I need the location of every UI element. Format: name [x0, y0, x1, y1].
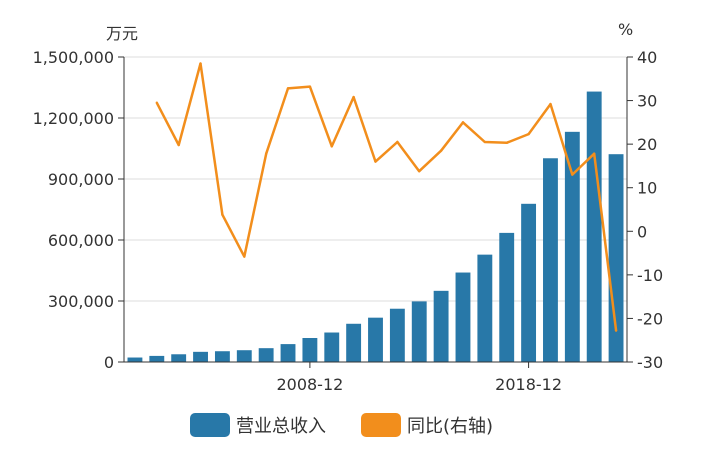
- yoy-point: [396, 140, 399, 144]
- revenue-bar: [389, 308, 405, 362]
- revenue-bar: [258, 348, 274, 362]
- y-left-tick-label: 0: [104, 353, 114, 372]
- legend-swatch-revenue: [190, 413, 230, 437]
- revenue-bar: [193, 351, 208, 362]
- x-tick-label: 2008-12: [276, 375, 343, 394]
- revenue-bar: [280, 344, 296, 362]
- left-axis-unit: 万元: [106, 24, 139, 43]
- yoy-point: [571, 173, 574, 176]
- revenue-bar: [521, 203, 537, 362]
- revenue-bar: [368, 317, 383, 362]
- revenue-bar: [171, 354, 187, 362]
- y-right-tick-label: -10: [637, 266, 663, 285]
- x-tick-label: 2018-12: [495, 375, 562, 394]
- yoy-point: [286, 87, 290, 90]
- right-axis-unit: %: [618, 20, 634, 39]
- revenue-bar: [302, 338, 318, 362]
- y-right-tick-label: 40: [637, 48, 657, 67]
- yoy-point: [243, 255, 246, 258]
- legend-item-revenue[interactable]: 营业总收入: [190, 411, 326, 439]
- y-right-tick-label: 10: [637, 179, 657, 198]
- yoy-point: [527, 132, 530, 136]
- yoy-line: [155, 62, 618, 332]
- y-left-tick-label: 1,500,000: [33, 48, 114, 67]
- legend-swatch-yoy: [361, 413, 401, 437]
- revenue-bars: [127, 91, 624, 363]
- yoy-point: [177, 143, 180, 147]
- legend-label-yoy: 同比(右轴): [407, 416, 494, 437]
- y-right-tick-label: -20: [637, 309, 663, 328]
- yoy-point: [199, 62, 202, 65]
- yoy-point: [264, 152, 268, 155]
- yoy-point: [330, 145, 333, 148]
- revenue-bar: [214, 351, 230, 362]
- axes: [118, 56, 633, 368]
- yoy-point: [549, 102, 552, 106]
- revenue-bar: [236, 350, 252, 362]
- tick-labels: 0 300,000 600,000 900,000 1,200,000 1,500,000…: [33, 48, 664, 394]
- yoy-point: [374, 160, 377, 163]
- revenue-bar: [433, 290, 449, 362]
- y-right-tick-label: 0: [637, 222, 647, 241]
- yoy-series-line: [155, 62, 618, 331]
- revenue-bar: [411, 301, 427, 362]
- yoy-point: [155, 101, 159, 104]
- revenue-bar: [543, 158, 558, 362]
- revenue-bar: [127, 357, 143, 362]
- yoy-point: [461, 121, 465, 124]
- yoy-point: [308, 85, 312, 88]
- legend-label-revenue: 营业总收入: [236, 416, 326, 437]
- yoy-point: [505, 141, 508, 145]
- y-left-tick-label: 900,000: [48, 170, 114, 189]
- yoy-point: [418, 169, 421, 173]
- revenue-bar: [586, 91, 602, 363]
- yoy-point: [352, 95, 355, 99]
- legend-item-yoy[interactable]: 同比(右轴): [361, 411, 493, 439]
- y-right-tick-label: -30: [637, 353, 663, 372]
- yoy-point: [221, 213, 224, 216]
- revenue-bar: [477, 254, 493, 362]
- y-right-tick-label: 20: [637, 135, 657, 154]
- yoy-point: [614, 329, 618, 332]
- revenue-bar: [346, 323, 362, 362]
- yoy-point: [483, 140, 487, 144]
- yoy-point: [439, 149, 443, 152]
- y-left-tick-label: 600,000: [48, 231, 114, 250]
- revenue-bar: [564, 131, 580, 362]
- y-left-tick-label: 1,200,000: [33, 109, 114, 128]
- yoy-point: [592, 152, 596, 155]
- revenue-bar: [149, 355, 165, 362]
- y-right-tick-label: 30: [637, 92, 657, 111]
- revenue-bar: [455, 272, 471, 362]
- revenue-bar: [499, 232, 515, 362]
- y-left-tick-label: 300,000: [48, 292, 114, 311]
- revenue-bar: [324, 332, 340, 362]
